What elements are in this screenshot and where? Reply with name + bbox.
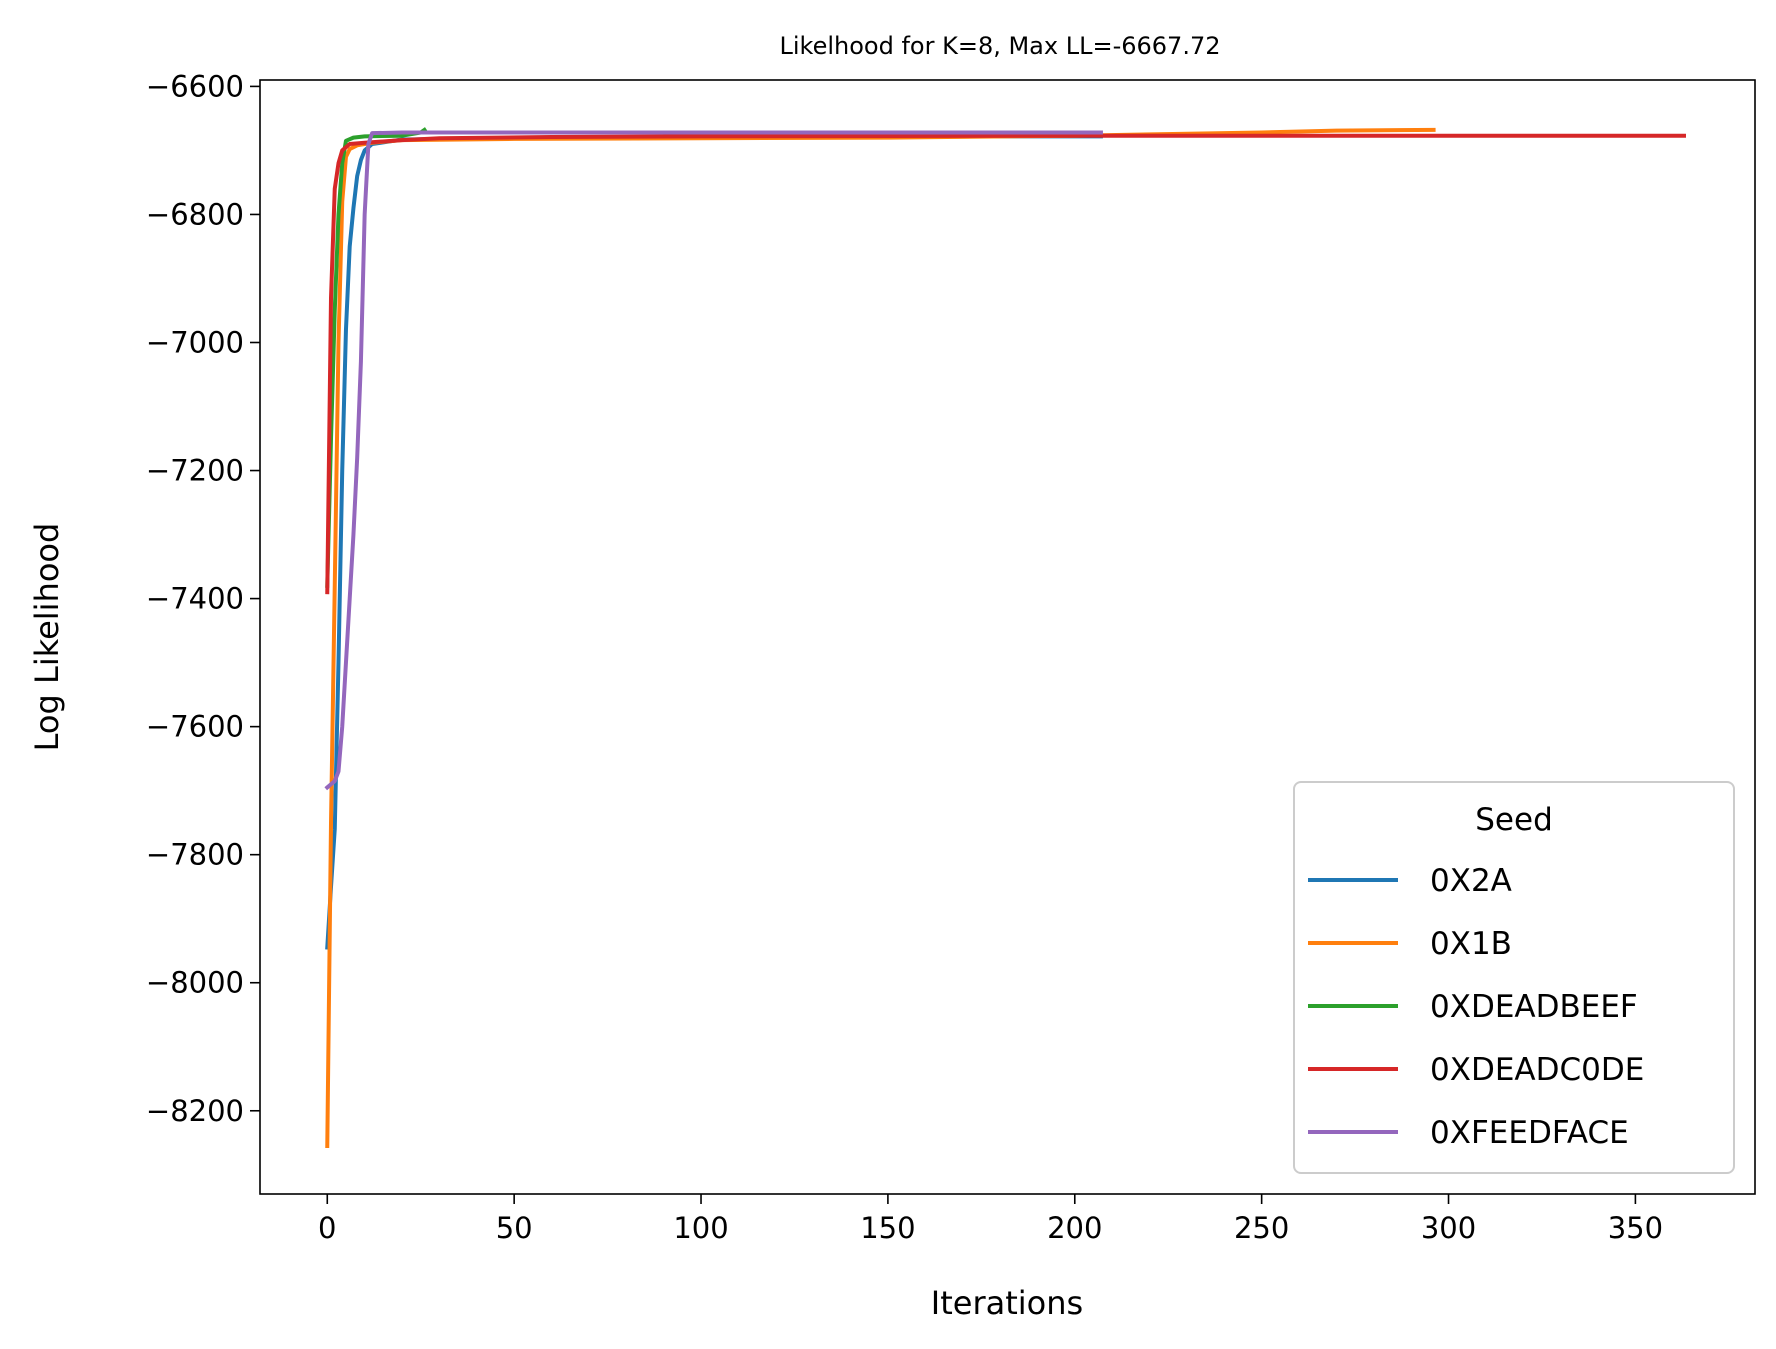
series-line-0xdeadbeef [325, 127, 428, 588]
y-tick-label: −8200 [146, 1094, 244, 1128]
y-axis: −6600 −6800 −7000 −7200 −7400 −7600 −7800 −8000… [146, 69, 260, 1128]
x-tick-label: 250 [1234, 1211, 1289, 1245]
legend: Seed 0X2A 0X1B 0XDEADBEEF 0XDEADC0DE 0XFEEDF… [1293, 781, 1735, 1174]
x-axis: 0 50 100 150 200 250 300 350 [318, 1194, 1663, 1245]
legend-box [1293, 781, 1735, 1174]
series-line-0xfeedface [324, 130, 1103, 791]
plot-area-frame [259, 79, 1756, 1195]
series-layer [324, 127, 1686, 1149]
series-line-0xdeadc0de [325, 133, 1686, 595]
x-axis-label: Iterations [931, 1284, 1083, 1322]
chart-title: Likelhood for K=8, Max LL=-6667.72 [780, 32, 1221, 60]
x-tick-label: 300 [1421, 1211, 1476, 1245]
x-tick-label: 200 [1047, 1211, 1102, 1245]
x-tick-label: 50 [496, 1211, 533, 1245]
x-tick-label: 350 [1608, 1211, 1663, 1245]
legend-entry-label: 0XFEEDFACE [1430, 1115, 1629, 1151]
y-tick-label: −6800 [146, 197, 244, 231]
legend-entries: 0X2A 0X1B 0XDEADBEEF 0XDEADC0DE 0XFEEDFACE [1308, 863, 1644, 1151]
legend-entry-label: 0XDEADBEEF [1430, 989, 1638, 1025]
y-tick-label: −6600 [146, 69, 244, 103]
legend-entry-label: 0XDEADC0DE [1430, 1052, 1644, 1088]
y-axis-label: Log Likelihood [28, 523, 66, 752]
x-tick-label: 150 [860, 1211, 915, 1245]
x-tick-label: 0 [318, 1211, 336, 1245]
y-tick-label: −7000 [146, 325, 244, 359]
legend-title: Seed [1475, 802, 1553, 838]
legend-entry-label: 0X1B [1430, 926, 1512, 962]
y-tick-label: −8000 [146, 966, 244, 1000]
y-tick-label: −7200 [146, 454, 244, 488]
x-tick-label: 100 [673, 1211, 728, 1245]
y-tick-label: −7800 [146, 838, 244, 872]
y-tick-label: −7400 [146, 582, 244, 616]
y-tick-label: −7600 [146, 710, 244, 744]
legend-entry-label: 0X2A [1430, 863, 1512, 899]
